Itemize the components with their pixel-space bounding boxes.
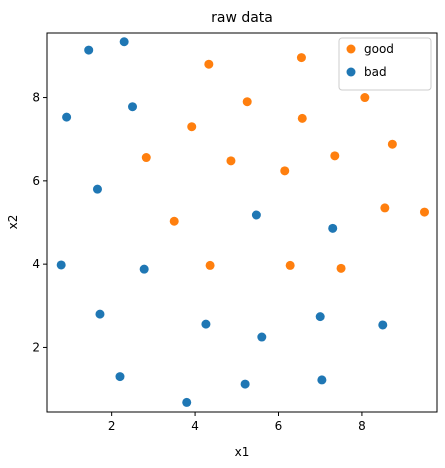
data-point-good bbox=[242, 97, 252, 107]
x-tick-label: 4 bbox=[191, 419, 199, 433]
data-point-good bbox=[226, 156, 236, 166]
data-point-good bbox=[205, 260, 215, 270]
data-point-bad bbox=[139, 264, 149, 274]
data-point-bad bbox=[56, 260, 66, 270]
data-point-good bbox=[336, 263, 346, 273]
data-point-good bbox=[204, 59, 214, 69]
axis-ticks: 2 4 6 8 2 4 6 8 bbox=[32, 91, 365, 433]
data-points bbox=[56, 37, 429, 407]
legend: good bad bbox=[338, 37, 432, 91]
data-point-good bbox=[330, 151, 340, 161]
legend-label-good: good bbox=[364, 42, 394, 56]
data-point-good bbox=[169, 216, 179, 226]
x-tick-label: 8 bbox=[358, 419, 366, 433]
data-point-good bbox=[419, 207, 429, 217]
data-point-bad bbox=[317, 375, 327, 385]
legend-marker-bad bbox=[346, 67, 356, 77]
data-point-good bbox=[360, 93, 370, 103]
data-point-good bbox=[285, 260, 295, 270]
y-axis-label: x2 bbox=[6, 215, 20, 230]
data-point-bad bbox=[201, 319, 211, 329]
data-point-bad bbox=[182, 397, 192, 407]
chart-title: raw data bbox=[211, 10, 273, 26]
data-point-good bbox=[297, 113, 307, 123]
data-point-bad bbox=[251, 210, 261, 220]
data-point-bad bbox=[328, 223, 338, 233]
data-point-bad bbox=[378, 320, 388, 330]
y-tick-label: 2 bbox=[32, 340, 40, 354]
data-point-bad bbox=[315, 312, 325, 322]
data-point-bad bbox=[128, 102, 138, 112]
legend-box bbox=[338, 37, 432, 91]
y-tick-label: 8 bbox=[32, 91, 40, 105]
y-tick-label: 6 bbox=[32, 174, 40, 188]
data-point-good bbox=[296, 53, 306, 63]
data-point-bad bbox=[84, 45, 94, 55]
data-point-bad bbox=[95, 309, 105, 319]
data-point-bad bbox=[119, 37, 129, 47]
data-point-good bbox=[141, 153, 151, 163]
series-bad bbox=[56, 37, 388, 407]
data-point-bad bbox=[240, 379, 250, 389]
x-axis-label: x1 bbox=[235, 445, 250, 459]
legend-label-bad: bad bbox=[364, 65, 387, 79]
data-point-good bbox=[280, 166, 290, 176]
data-point-good bbox=[387, 139, 397, 149]
data-point-bad bbox=[257, 332, 267, 342]
data-point-bad bbox=[92, 184, 102, 194]
legend-marker-good bbox=[346, 44, 356, 54]
data-point-bad bbox=[62, 112, 72, 122]
data-point-bad bbox=[115, 372, 125, 382]
x-tick-label: 6 bbox=[275, 419, 283, 433]
x-tick-label: 2 bbox=[108, 419, 116, 433]
y-tick-label: 4 bbox=[32, 257, 40, 271]
data-point-good bbox=[187, 122, 197, 132]
plot-area-frame bbox=[46, 32, 438, 413]
data-point-good bbox=[380, 203, 390, 213]
series-good bbox=[141, 53, 429, 273]
